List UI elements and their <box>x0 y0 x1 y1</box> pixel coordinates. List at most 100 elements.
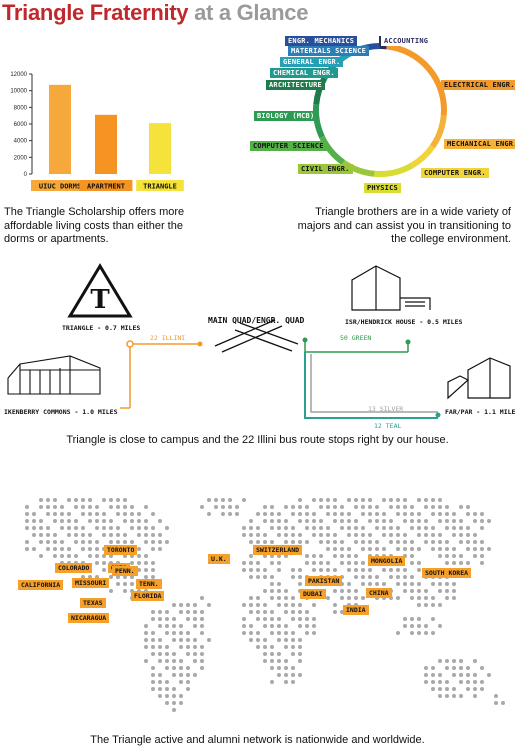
map-dot <box>438 603 442 607</box>
map-dot <box>403 540 407 544</box>
map-dot <box>438 659 442 663</box>
map-dot <box>186 687 190 691</box>
map-dot <box>368 519 372 523</box>
map-dot <box>270 659 274 663</box>
map-dot <box>263 645 267 649</box>
map-dot <box>144 561 148 565</box>
page-title: Triangle Fraternity at a Glance <box>2 0 309 25</box>
map-dot <box>88 568 92 572</box>
campus-map: T <box>7 263 511 419</box>
route-green-label: 50 GREEN <box>340 334 372 342</box>
map-dot <box>431 666 435 670</box>
map-dot <box>186 673 190 677</box>
map-dot <box>424 526 428 530</box>
map-dot <box>319 561 323 565</box>
map-dot <box>382 512 386 516</box>
map-dot <box>333 575 337 579</box>
map-dot <box>389 540 393 544</box>
map-dot <box>151 533 155 537</box>
map-dot <box>445 589 449 593</box>
map-dot <box>438 694 442 698</box>
map-dot <box>494 701 498 705</box>
map-dot <box>361 575 365 579</box>
map-dot <box>305 596 309 600</box>
map-dot <box>431 631 435 635</box>
map-dot <box>473 687 477 691</box>
map-dot <box>32 512 36 516</box>
map-dot <box>424 568 428 572</box>
map-dot <box>396 526 400 530</box>
map-dot <box>179 645 183 649</box>
map-dot <box>130 596 134 600</box>
map-dot <box>249 526 253 530</box>
map-dot <box>396 631 400 635</box>
map-dot <box>319 533 323 537</box>
map-dot <box>144 526 148 530</box>
map-dot <box>172 694 176 698</box>
map-dot <box>39 519 43 523</box>
map-dot <box>319 540 323 544</box>
route-silver-label: 13 SILVER <box>368 405 404 413</box>
map-dot <box>25 519 29 523</box>
map-dot <box>95 519 99 523</box>
map-dot <box>53 540 57 544</box>
map-dot <box>39 540 43 544</box>
map-dot <box>424 631 428 635</box>
map-dot <box>445 666 449 670</box>
map-dot <box>305 582 309 586</box>
map-dot <box>284 645 288 649</box>
map-dot <box>151 575 155 579</box>
map-dot <box>340 505 344 509</box>
map-dot <box>53 554 57 558</box>
map-dot <box>214 505 218 509</box>
map-dot <box>158 659 162 663</box>
map-dot <box>298 568 302 572</box>
map-dot <box>305 505 309 509</box>
map-dot <box>298 624 302 628</box>
map-dot <box>368 582 372 586</box>
map-dot <box>361 582 365 586</box>
map-dot <box>354 526 358 530</box>
map-dot <box>305 554 309 558</box>
map-dot <box>459 561 463 565</box>
map-dot <box>396 533 400 537</box>
map-dot <box>410 582 414 586</box>
map-dot <box>389 498 393 502</box>
major-arc <box>351 44 368 55</box>
map-dot <box>242 617 246 621</box>
ikenberry-building-icon <box>7 355 101 395</box>
map-dot <box>270 652 274 656</box>
map-dot <box>270 617 274 621</box>
map-dot <box>284 519 288 523</box>
map-dot <box>123 568 127 572</box>
map-dot <box>277 561 281 565</box>
map-dot <box>375 526 379 530</box>
map-dot <box>186 666 190 670</box>
map-dot <box>487 519 491 523</box>
map-dot <box>424 673 428 677</box>
map-dot <box>46 505 50 509</box>
map-dot <box>60 561 64 565</box>
map-dot <box>200 666 204 670</box>
map-dot <box>172 666 176 670</box>
map-dot <box>284 596 288 600</box>
map-dot <box>368 568 372 572</box>
map-dot <box>459 568 463 572</box>
map-dot <box>396 596 400 600</box>
map-dot <box>396 512 400 516</box>
map-dot <box>263 540 267 544</box>
map-dot <box>291 540 295 544</box>
map-dot <box>480 547 484 551</box>
map-dot <box>25 512 29 516</box>
map-dot <box>284 631 288 635</box>
map-dot <box>193 652 197 656</box>
map-dot <box>242 624 246 628</box>
map-dot <box>102 561 106 565</box>
map-dot <box>144 554 148 558</box>
map-dot <box>431 568 435 572</box>
map-dot <box>501 701 505 705</box>
map-dot <box>382 554 386 558</box>
map-dot <box>466 666 470 670</box>
map-dot <box>361 533 365 537</box>
bar <box>149 123 171 174</box>
